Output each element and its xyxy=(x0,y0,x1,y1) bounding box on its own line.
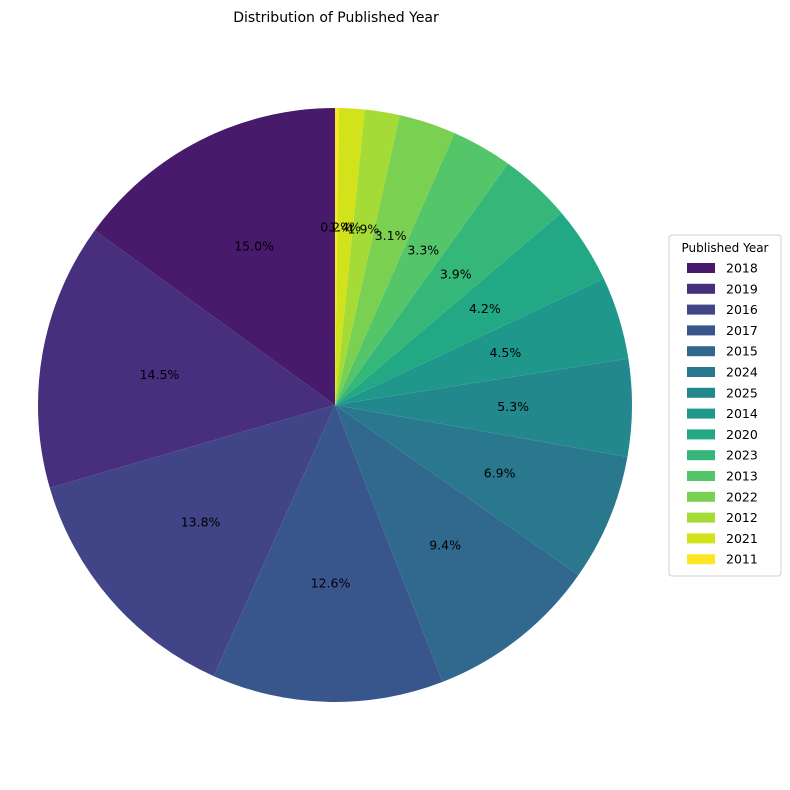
slice-percentage-label: 15.0% xyxy=(234,239,274,254)
legend-label-2016: 2016 xyxy=(726,302,758,317)
legend-title: Published Year xyxy=(682,241,769,255)
slice-percentage-label: 14.5% xyxy=(140,367,180,382)
slice-percentage-label: 3.1% xyxy=(375,228,407,243)
chart-title: Distribution of Published Year xyxy=(233,10,439,26)
legend-swatch-2019 xyxy=(687,283,715,294)
slice-percentage-label: 1.9% xyxy=(348,222,380,237)
pie-slice-2022 xyxy=(335,115,455,406)
slice-percentage-label: 9.4% xyxy=(429,538,461,553)
legend-label-2015: 2015 xyxy=(726,344,758,359)
legend-label-2014: 2014 xyxy=(726,406,758,421)
pie-slice-2015 xyxy=(335,405,579,682)
legend-swatch-2015 xyxy=(687,346,715,357)
legend-swatch-2025 xyxy=(687,387,715,398)
legend-swatch-2016 xyxy=(687,304,715,315)
legend-label-2020: 2020 xyxy=(726,427,758,442)
legend-label-2023: 2023 xyxy=(726,448,758,463)
slice-percentage-label: 13.8% xyxy=(181,515,221,530)
slice-percentage-label: 5.3% xyxy=(497,399,529,414)
pie-slice-2018 xyxy=(94,108,335,405)
pie-slice-2019 xyxy=(38,230,335,488)
legend-label-2025: 2025 xyxy=(726,385,758,400)
pie-slice-2012 xyxy=(335,109,400,406)
legend-items: 2018 2019 2016 2017 2015 2024 2025 2014 2020 2023… xyxy=(687,261,758,567)
legend-label-2021: 2021 xyxy=(726,531,758,546)
legend-label-2018: 2018 xyxy=(726,261,758,276)
slice-percentage-label: 4.5% xyxy=(489,345,521,360)
pie-slice-2021 xyxy=(335,108,365,406)
pie-slice-2013 xyxy=(335,133,509,405)
slice-percentage-label: 4.2% xyxy=(469,301,501,316)
pie-slice-2023 xyxy=(335,163,562,405)
legend-swatch-2011 xyxy=(687,554,715,565)
legend-swatch-2022 xyxy=(687,491,715,502)
slice-percentage-label: 1.4% xyxy=(329,220,361,235)
legend-label-2022: 2022 xyxy=(726,489,758,504)
legend-label-2017: 2017 xyxy=(726,323,758,338)
legend-swatch-2024 xyxy=(687,367,715,377)
legend-swatch-2018 xyxy=(687,263,715,273)
slice-percentage-label: 3.3% xyxy=(407,243,439,258)
legend-label-2012: 2012 xyxy=(726,510,758,525)
legend: Published Year 2018201920162017201520242… xyxy=(668,234,782,577)
slice-percentage-label: 3.9% xyxy=(440,266,472,281)
pie-slice-2016 xyxy=(49,405,335,677)
legend-swatch-2017 xyxy=(687,325,715,336)
pie-slice-2025 xyxy=(335,358,632,457)
pie-slices xyxy=(38,108,632,702)
pie-slice-2024 xyxy=(335,405,628,576)
pie-slice-2011 xyxy=(335,108,339,405)
legend-swatch-2014 xyxy=(687,408,715,419)
legend-swatch-2012 xyxy=(687,512,715,523)
legend-swatch-2021 xyxy=(687,533,715,544)
legend-swatch-2013 xyxy=(687,471,715,481)
slice-percentage-label: 0.2% xyxy=(320,219,352,234)
legend-label-2024: 2024 xyxy=(726,365,758,380)
legend-label-2013: 2013 xyxy=(726,469,758,484)
pie-slice-2014 xyxy=(335,278,629,405)
legend-swatch-2023 xyxy=(687,450,715,461)
percentage-labels: 15.0% 14.5% 13.8% 12.6% 9.4% 6.9% 5.3% 4.5% 4.2%… xyxy=(140,219,530,590)
legend-frame xyxy=(668,234,782,577)
pie-slice-2017 xyxy=(213,405,443,702)
slice-percentage-label: 6.9% xyxy=(484,466,516,481)
pie-slice-2020 xyxy=(335,212,604,405)
legend-label-2011: 2011 xyxy=(726,552,758,567)
slice-percentage-label: 12.6% xyxy=(311,576,351,591)
legend-label-2019: 2019 xyxy=(726,281,758,296)
legend-swatch-2020 xyxy=(687,429,715,440)
